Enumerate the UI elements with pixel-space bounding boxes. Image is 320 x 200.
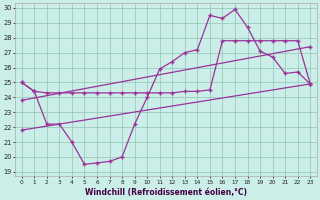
X-axis label: Windchill (Refroidissement éolien,°C): Windchill (Refroidissement éolien,°C) [85,188,247,197]
